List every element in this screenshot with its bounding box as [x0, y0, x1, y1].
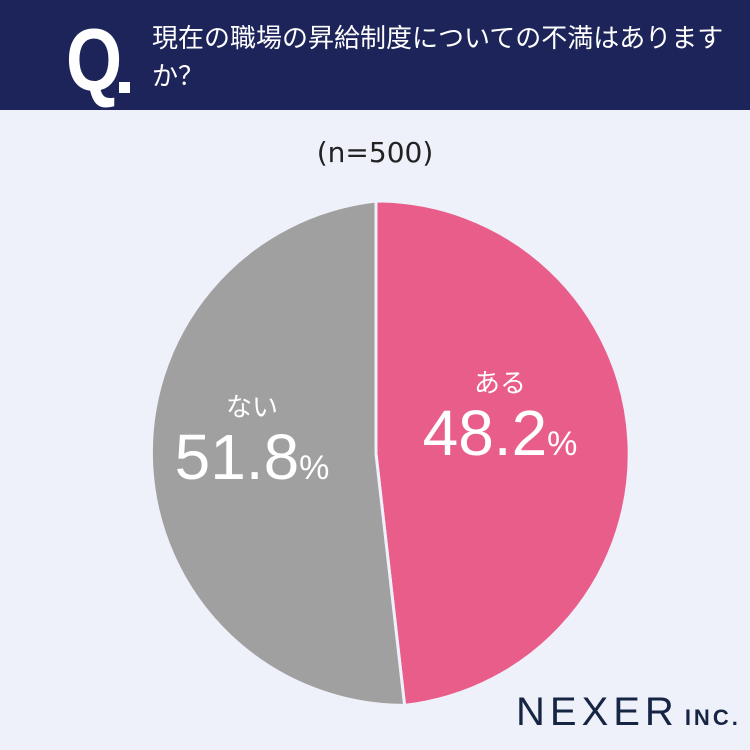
- slice-no: [149, 199, 407, 707]
- slice-yes: [374, 199, 631, 708]
- question-title: 現在の職場の昇給制度についての不満はありますか？: [152, 24, 724, 92]
- nexer-logo: NEXER INC.: [516, 690, 741, 735]
- label-no-category: ない: [225, 392, 278, 422]
- label-yes-category: ある: [473, 368, 526, 398]
- percent-sign: %: [547, 425, 578, 463]
- question-header: Q 現在の職場の昇給制度についての不満はありますか？: [0, 0, 750, 110]
- logo-name: NEXER: [516, 690, 679, 734]
- label-no: ない 51.8%: [152, 392, 352, 492]
- label-yes: ある 48.2%: [400, 368, 600, 468]
- label-yes-value: 48.2: [422, 397, 548, 469]
- q-mark: Q: [66, 10, 122, 109]
- sample-size: (n=500): [316, 136, 434, 169]
- q-dot: [119, 82, 130, 93]
- percent-sign: %: [299, 449, 330, 487]
- label-no-value: 51.8: [174, 421, 300, 493]
- logo-suffix: INC.: [684, 705, 741, 730]
